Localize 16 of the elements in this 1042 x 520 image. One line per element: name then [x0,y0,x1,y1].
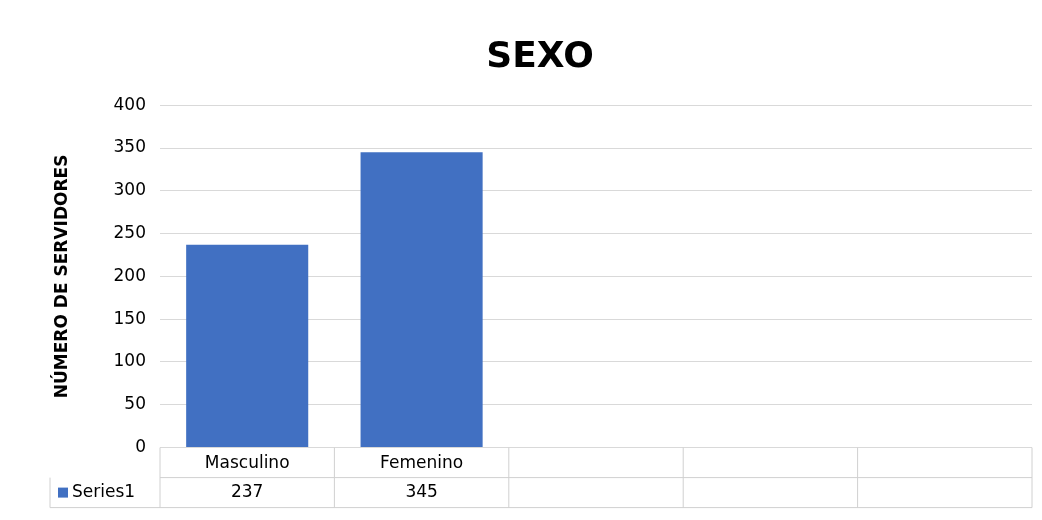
y-tick-label: 200 [113,264,146,285]
y-tick-label: 300 [113,179,146,200]
y-tick-label: 0 [135,436,146,457]
data-label: 345 [405,481,438,502]
y-tick-label: 100 [113,350,146,371]
data-label: 237 [230,481,264,502]
y-tick-label: 50 [124,393,146,414]
y-tick-label: 150 [113,307,146,328]
y-axis-title: NÚMERO DE SERVIDORES [49,154,71,399]
y-tick-label: 350 [113,136,146,157]
chart-title: SEXO [486,33,594,75]
y-tick-label: 250 [113,222,146,243]
y-tick-label: 400 [113,93,146,114]
x-tick-label: Masculino [204,452,290,473]
x-tick-label: Femenino [380,452,464,473]
legend-label: Series1 [72,481,136,502]
